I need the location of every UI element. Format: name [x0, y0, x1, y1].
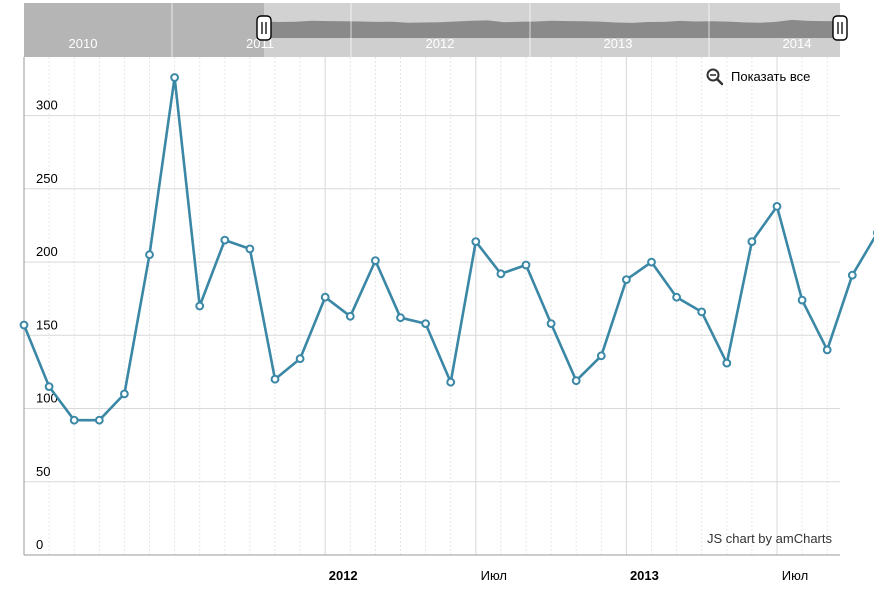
data-point[interactable]	[320, 292, 330, 302]
plot-grid	[24, 57, 840, 556]
series-line-group	[19, 73, 874, 425]
data-point[interactable]	[220, 235, 230, 245]
scrollbar-right-handle[interactable]	[832, 15, 848, 41]
data-point[interactable]	[596, 351, 606, 361]
scrollbar-year-label: 2010	[69, 36, 98, 51]
scrollbar-left-handle[interactable]	[256, 15, 272, 41]
data-point[interactable]	[345, 311, 355, 321]
plot-axes: 0501001502002503002012Июл2013Июл2014Июл	[23, 57, 840, 583]
data-point[interactable]	[622, 275, 631, 285]
data-point[interactable]	[94, 415, 104, 425]
data-point[interactable]	[44, 382, 54, 392]
y-tick-label: 250	[36, 171, 58, 186]
data-point[interactable]	[245, 244, 255, 254]
x-tick-label: Июл	[782, 568, 808, 583]
data-point[interactable]	[822, 345, 832, 355]
data-point[interactable]	[295, 354, 305, 364]
y-tick-label: 300	[36, 98, 58, 113]
data-point[interactable]	[496, 269, 506, 279]
data-point[interactable]	[421, 319, 431, 329]
data-point[interactable]	[371, 256, 380, 266]
scrollbar-unselected-region[interactable]	[24, 3, 264, 57]
show-all-zoom-button[interactable]: Показать все	[706, 68, 811, 86]
zoom-out-icon	[706, 68, 724, 86]
data-point[interactable]	[170, 73, 180, 82]
data-point[interactable]	[747, 237, 757, 247]
series-line	[22, 76, 874, 422]
data-point[interactable]	[19, 320, 29, 330]
data-point[interactable]	[772, 202, 782, 211]
data-point[interactable]	[797, 295, 807, 305]
scrollbar-year-label: 2013	[604, 36, 633, 51]
data-point[interactable]	[546, 319, 556, 329]
x-tick-label: 2013	[630, 568, 659, 583]
chart-scrollbar[interactable]: 2010 2011 2012 2013 2014	[24, 3, 848, 57]
scrollbar-year-label: 2012	[426, 36, 455, 51]
data-point[interactable]	[446, 377, 456, 387]
data-point[interactable]	[672, 292, 681, 302]
data-point[interactable]	[270, 374, 280, 384]
data-point[interactable]	[697, 307, 707, 317]
data-point[interactable]	[647, 257, 656, 267]
data-point[interactable]	[571, 376, 581, 386]
data-point[interactable]	[145, 250, 154, 260]
data-point[interactable]	[471, 237, 481, 247]
y-tick-label: 100	[36, 391, 58, 406]
y-tick-label: 150	[36, 317, 58, 332]
show-all-label[interactable]: Показать все	[731, 69, 810, 84]
x-tick-label: Июл	[481, 568, 507, 583]
data-point[interactable]	[722, 358, 732, 368]
data-point[interactable]	[69, 415, 79, 425]
y-tick-label: 50	[36, 464, 50, 479]
x-tick-label: 2012	[329, 568, 358, 583]
scrollbar-year-label: 2014	[783, 36, 812, 51]
y-tick-label: 0	[36, 537, 43, 552]
data-point[interactable]	[521, 260, 531, 270]
y-tick-label: 200	[36, 244, 58, 259]
data-point[interactable]	[195, 301, 205, 311]
amcharts-credits[interactable]: JS chart by amCharts	[707, 531, 832, 546]
data-point[interactable]	[120, 389, 129, 399]
data-point[interactable]	[847, 270, 857, 280]
data-point[interactable]	[396, 313, 405, 323]
